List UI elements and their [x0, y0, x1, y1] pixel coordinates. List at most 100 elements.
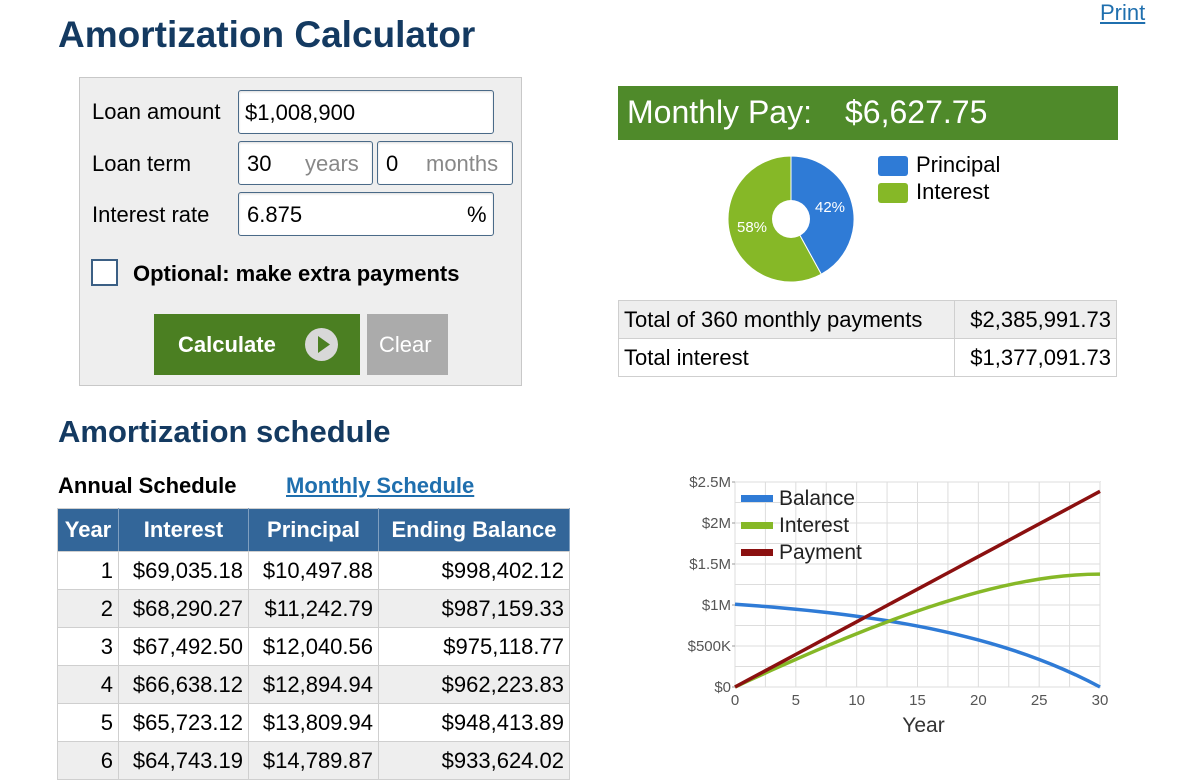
- legend-swatch-principal: [878, 156, 908, 176]
- x-tick-label: 15: [909, 692, 926, 709]
- y-tick-label: $1M: [702, 597, 731, 614]
- cell-year: 6: [57, 741, 119, 780]
- cell-principal: $13,809.94: [248, 703, 379, 742]
- x-tick-label: 20: [970, 692, 987, 709]
- x-tick-label: 5: [792, 692, 800, 709]
- amortization-line-chart: $0 $500K $1M $1.5M $2M $2.5M 0 5 10 15 20 25 30 Year B…: [688, 474, 1109, 737]
- legend-swatch-interest: [741, 522, 773, 529]
- interest-rate-input[interactable]: 6.875 %: [238, 192, 494, 236]
- legend-swatch-payment: [741, 549, 773, 556]
- col-header-principal: Principal: [248, 508, 379, 552]
- clear-button[interactable]: Clear: [367, 314, 448, 375]
- legend-label-balance: Balance: [779, 487, 855, 510]
- y-tick-label: $500K: [688, 638, 731, 655]
- schedule-title: Amortization schedule: [58, 414, 391, 449]
- y-tick-label: $2.5M: [689, 474, 731, 491]
- clear-button-label: Clear: [379, 332, 432, 357]
- loan-term-months-input[interactable]: 0 months: [377, 141, 513, 185]
- payment-breakdown-pie: 42% 58%: [727, 155, 855, 283]
- calculate-button[interactable]: Calculate: [154, 314, 360, 375]
- cell-interest: $64,743.19: [118, 741, 249, 780]
- cell-ending-balance: $998,402.12: [378, 551, 570, 590]
- schedule-table: Year Interest Principal Ending Balance 1…: [57, 508, 570, 780]
- loan-amount-value: $1,008,900: [245, 100, 356, 125]
- cell-ending-balance: $962,223.83: [378, 665, 570, 704]
- legend-label-interest: Interest: [779, 514, 849, 537]
- extra-payments-checkbox[interactable]: [91, 259, 118, 286]
- totals-label: Total interest: [618, 338, 955, 377]
- extra-payments-label[interactable]: Optional: make extra payments: [133, 261, 460, 286]
- pie-slice-principal: [790, 155, 855, 275]
- cell-year: 1: [57, 551, 119, 590]
- totals-table: Total of 360 monthly payments $2,385,991…: [618, 300, 1117, 377]
- percent-unit: %: [467, 202, 487, 227]
- monthly-pay-value: $6,627.75: [845, 94, 988, 130]
- table-row: 2 $68,290.27 $11,242.79 $987,159.33: [57, 589, 570, 628]
- col-header-year: Year: [57, 508, 119, 552]
- cell-ending-balance: $948,413.89: [378, 703, 570, 742]
- page-title: Amortization Calculator: [58, 14, 476, 55]
- schedule-header-row: Year Interest Principal Ending Balance: [57, 508, 570, 552]
- table-row: 4 $66,638.12 $12,894.94 $962,223.83: [57, 665, 570, 704]
- totals-value: $1,377,091.73: [954, 338, 1117, 377]
- cell-ending-balance: $933,624.02: [378, 741, 570, 780]
- legend-swatch-interest: [878, 183, 908, 203]
- months-unit: months: [426, 151, 499, 176]
- table-row: 5 $65,723.12 $13,809.94 $948,413.89: [57, 703, 570, 742]
- loan-term-label: Loan term: [92, 151, 192, 176]
- cell-principal: $12,040.56: [248, 627, 379, 666]
- x-tick-label: 25: [1031, 692, 1048, 709]
- y-tick-label: $0: [714, 679, 731, 696]
- tab-monthly-schedule[interactable]: Monthly Schedule: [286, 473, 475, 498]
- years-unit: years: [305, 151, 359, 176]
- monthly-pay-label: Monthly Pay:: [627, 94, 812, 130]
- loan-amount-input[interactable]: $1,008,900: [238, 90, 494, 134]
- loan-amount-label: Loan amount: [92, 99, 221, 124]
- pie-label-interest: 58%: [737, 219, 767, 236]
- totals-label: Total of 360 monthly payments: [618, 300, 955, 339]
- series-line-interest: [734, 572, 1101, 689]
- cell-principal: $14,789.87: [248, 741, 379, 780]
- cell-principal: $10,497.88: [248, 551, 379, 590]
- table-row: 3 $67,492.50 $12,040.56 $975,118.77: [57, 627, 570, 666]
- cell-ending-balance: $987,159.33: [378, 589, 570, 628]
- table-row: 1 $69,035.18 $10,497.88 $998,402.12: [57, 551, 570, 590]
- legend-label-interest: Interest: [916, 179, 990, 204]
- loan-term-years-input[interactable]: 30 years: [238, 141, 373, 185]
- x-tick-label: 10: [848, 692, 865, 709]
- cell-interest: $67,492.50: [118, 627, 249, 666]
- cell-ending-balance: $975,118.77: [378, 627, 570, 666]
- cell-interest: $68,290.27: [118, 589, 249, 628]
- legend-label-payment: Payment: [779, 541, 862, 564]
- series-line-balance: [734, 602, 1101, 689]
- cell-principal: $11,242.79: [248, 589, 379, 628]
- interest-rate-value: 6.875: [247, 202, 303, 227]
- x-tick-label: 30: [1092, 692, 1109, 709]
- totals-row: Total interest $1,377,091.73: [618, 338, 1117, 377]
- cell-interest: $66,638.12: [118, 665, 249, 704]
- table-row: 6 $64,743.19 $14,789.87 $933,624.02: [57, 741, 570, 780]
- col-header-interest: Interest: [118, 508, 249, 552]
- pie-hole: [772, 200, 810, 238]
- cell-interest: $69,035.18: [118, 551, 249, 590]
- tab-annual-schedule[interactable]: Annual Schedule: [58, 473, 237, 498]
- loan-input-panel: Loan amount $1,008,900 Loan term 30 year…: [79, 77, 522, 386]
- loan-term-years-value: 30: [247, 151, 272, 176]
- totals-row: Total of 360 monthly payments $2,385,991…: [618, 300, 1117, 339]
- cell-year: 3: [57, 627, 119, 666]
- cell-year: 4: [57, 665, 119, 704]
- print-link[interactable]: Print: [1100, 0, 1146, 25]
- cell-year: 5: [57, 703, 119, 742]
- col-header-ending-balance: Ending Balance: [378, 508, 570, 552]
- loan-term-months-value: 0: [386, 151, 399, 176]
- y-tick-label: $2M: [702, 515, 731, 532]
- series-line-payment: [734, 489, 1101, 689]
- pie-label-principal: 42%: [815, 199, 845, 216]
- totals-value: $2,385,991.73: [954, 300, 1117, 339]
- interest-rate-label: Interest rate: [92, 202, 210, 227]
- y-tick-label: $1.5M: [689, 556, 731, 573]
- cell-interest: $65,723.12: [118, 703, 249, 742]
- legend-label-principal: Principal: [916, 152, 1001, 177]
- cell-principal: $12,894.94: [248, 665, 379, 704]
- play-icon: [305, 328, 338, 361]
